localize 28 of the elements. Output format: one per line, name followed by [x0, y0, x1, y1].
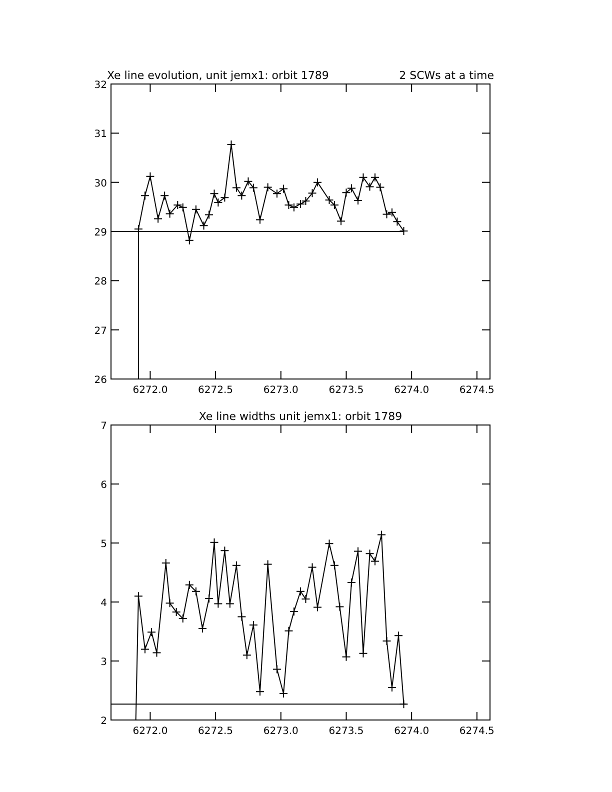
x-tick-label: 6274.0: [394, 385, 430, 396]
x-tick-label: 6274.0: [394, 726, 430, 737]
chart-subtitle: 2 SCWs at a time: [399, 69, 494, 82]
x-tick-label: 6272.5: [198, 385, 234, 396]
x-tick-label: 6273.0: [263, 726, 298, 737]
y-tick-label: 27: [94, 326, 107, 337]
y-tick-label: 5: [100, 539, 107, 550]
y-tick-label: 30: [94, 178, 107, 190]
y-tick-label: 3: [100, 657, 107, 668]
y-tick-label: 2: [100, 716, 107, 727]
y-tick-label: 32: [94, 80, 107, 91]
x-tick-label: 6273.5: [328, 385, 364, 396]
y-tick-label: 31: [94, 129, 107, 140]
x-tick-label: 6273.0: [263, 385, 298, 396]
y-tick-label: 6: [100, 480, 107, 491]
y-tick-label: 28: [94, 276, 107, 288]
chart-title: Xe line evolution, unit jemx1: orbit 1789: [107, 69, 329, 82]
y-tick-label: 29: [94, 228, 107, 238]
x-tick-label: 6274.5: [459, 726, 494, 737]
y-tick-label: 7: [100, 421, 107, 432]
x-tick-label: 6272.5: [198, 726, 234, 737]
chart-title: Xe line widths unit jemx1: orbit 1789: [198, 410, 402, 423]
x-tick-label: 6274.5: [459, 385, 494, 396]
y-tick-label: 4: [100, 598, 107, 609]
x-tick-label: 6272.0: [132, 385, 168, 396]
x-tick-label: 6272.0: [132, 726, 168, 737]
y-tick-label: 26: [94, 375, 107, 386]
x-tick-label: 6273.5: [328, 726, 364, 737]
